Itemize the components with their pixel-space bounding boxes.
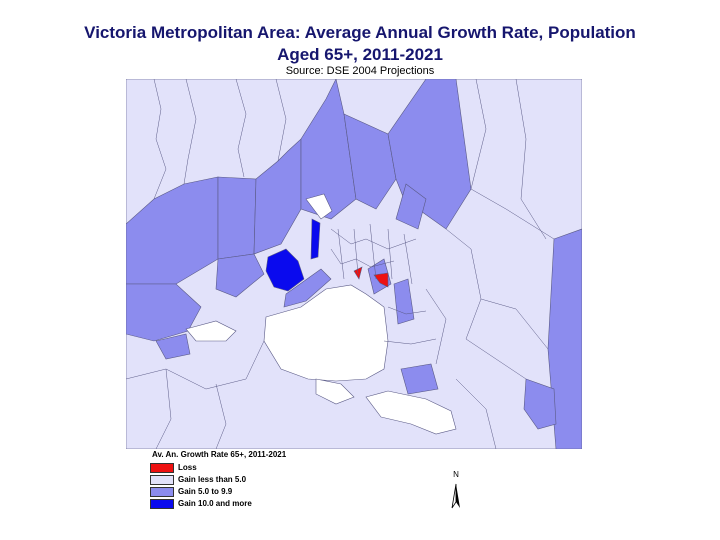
boundary-line <box>445 228 482 340</box>
boundary-line <box>353 228 359 275</box>
boundary-line <box>215 383 227 449</box>
boundary-line <box>470 188 555 240</box>
region-west-coast <box>283 268 332 308</box>
legend-swatch <box>150 474 174 485</box>
boundary-line <box>330 248 395 268</box>
region-north-4 <box>343 113 397 210</box>
legend-item-gain-high: Gain 10.0 and more <box>150 498 350 509</box>
map-legend: Av. An. Growth Rate 65+, 2011-2021 Loss … <box>150 450 350 510</box>
legend-swatch <box>150 462 174 473</box>
legend-swatch <box>150 498 174 509</box>
legend-item-gain-mid: Gain 5.0 to 9.9 <box>150 486 350 497</box>
boundary-line <box>515 79 547 240</box>
map-title-line-1: Victoria Metropolitan Area: Average Annu… <box>84 23 636 42</box>
north-arrow-icon <box>451 483 460 509</box>
boundary-line <box>126 340 265 390</box>
boundary-line <box>455 378 497 449</box>
legend-item-loss: Loss <box>150 462 350 473</box>
region-east-long <box>547 228 582 449</box>
boundary-line <box>480 298 549 350</box>
north-gap <box>305 193 333 220</box>
map-source: Source: DSE 2004 Projections <box>285 65 435 77</box>
map-title-line-2: Aged 65+, 2011-2021 <box>277 45 443 64</box>
region-west-small <box>155 333 191 360</box>
boundary-line <box>425 288 447 365</box>
boundary-line <box>155 368 172 449</box>
boundary-line <box>387 306 427 315</box>
boundary-line <box>383 338 437 345</box>
region-north-small <box>395 183 427 230</box>
boundary-line <box>275 79 287 162</box>
north-label: N <box>453 470 459 479</box>
boundary-line <box>337 228 345 280</box>
boundary-line <box>153 79 167 200</box>
boundary-line <box>470 79 487 190</box>
boundary-line <box>235 79 247 178</box>
legend-label: Loss <box>178 463 197 472</box>
north-arrow: N <box>448 470 464 510</box>
map-title: Victoria Metropolitan Area: Average Annu… <box>0 22 720 66</box>
westernport-area <box>365 390 457 435</box>
boundary-line <box>465 338 527 380</box>
legend-label: Gain 10.0 and more <box>178 499 252 508</box>
choropleth-map <box>126 79 582 449</box>
region-west-strip <box>215 253 265 298</box>
boundary-line <box>183 79 197 185</box>
region-central-east <box>393 278 415 325</box>
legend-title: Av. An. Growth Rate 65+, 2011-2021 <box>152 450 287 459</box>
legend-item-gain-low: Gain less than 5.0 <box>150 474 350 485</box>
boundary-line <box>369 223 377 280</box>
region-south-east <box>523 378 557 430</box>
region-strong-north <box>310 218 321 260</box>
boundary-line <box>330 228 417 250</box>
region-south <box>400 363 439 395</box>
legend-label: Gain less than 5.0 <box>178 475 247 484</box>
region-loss-2 <box>373 272 389 288</box>
boundary-line <box>403 233 413 285</box>
region-strong-west <box>265 248 305 292</box>
region-north-1 <box>217 176 257 260</box>
bay-area <box>263 284 389 382</box>
legend-swatch <box>150 486 174 497</box>
coastal-gap <box>185 320 237 342</box>
legend-label: Gain 5.0 to 9.9 <box>178 487 233 496</box>
peninsula-gap <box>315 378 355 405</box>
boundary-line <box>387 228 393 280</box>
